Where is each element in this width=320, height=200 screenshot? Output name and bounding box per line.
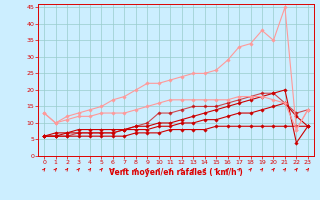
X-axis label: Vent moyen/en rafales ( km/h ): Vent moyen/en rafales ( km/h ) (109, 168, 243, 177)
